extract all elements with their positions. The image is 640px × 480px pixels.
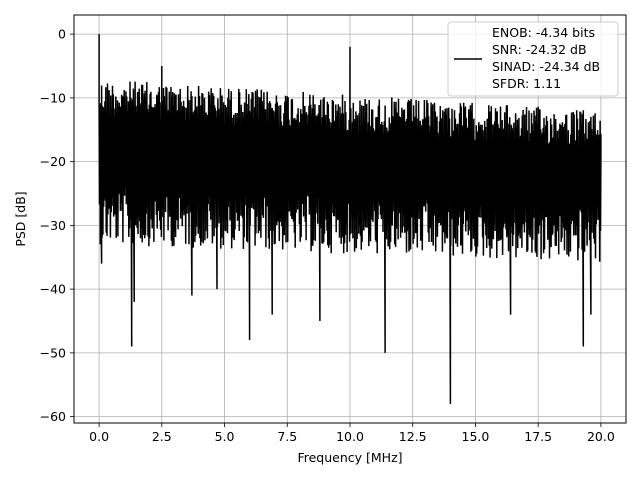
- plot-area: [98, 34, 602, 404]
- x-tick-label: 20.0: [587, 429, 615, 444]
- psd-series-line: [98, 34, 602, 404]
- x-axis-label: Frequency [MHz]: [297, 450, 402, 465]
- x-tick-label: 12.5: [399, 429, 427, 444]
- legend-entry-line: SNR: -24.32 dB: [492, 42, 587, 57]
- legend: ENOB: -4.34 bits SNR: -24.32 dB SINAD: -…: [447, 21, 619, 97]
- y-axis-label: PSD [dB]: [13, 191, 28, 246]
- y-tick-label: −30: [40, 218, 66, 233]
- x-tick-label: 2.5: [152, 429, 172, 444]
- y-tick-label: −40: [40, 282, 66, 297]
- y-tick-label: 0: [58, 27, 66, 42]
- x-axis-ticks: 0.0 2.5 5.0 7.5 10.0 12.5 15.0 17.5 20.0: [89, 423, 615, 444]
- x-tick-label: 0.0: [89, 429, 109, 444]
- legend-box: [447, 21, 619, 97]
- y-tick-label: −20: [40, 154, 66, 169]
- legend-entry-line: SFDR: 1.11: [492, 76, 561, 91]
- x-tick-label: 10.0: [336, 429, 364, 444]
- x-tick-label: 5.0: [215, 429, 235, 444]
- x-tick-label: 17.5: [524, 429, 552, 444]
- legend-entry-line: ENOB: -4.34 bits: [492, 25, 595, 40]
- y-tick-label: −50: [40, 345, 66, 360]
- y-axis-ticks: 0 −10 −20 −30 −40 −50 −60: [40, 27, 74, 424]
- y-tick-label: −10: [40, 90, 66, 105]
- y-tick-label: −60: [40, 409, 66, 424]
- x-tick-label: 7.5: [277, 429, 297, 444]
- x-tick-label: 15.0: [462, 429, 490, 444]
- legend-entry-line: SINAD: -24.34 dB: [492, 59, 600, 74]
